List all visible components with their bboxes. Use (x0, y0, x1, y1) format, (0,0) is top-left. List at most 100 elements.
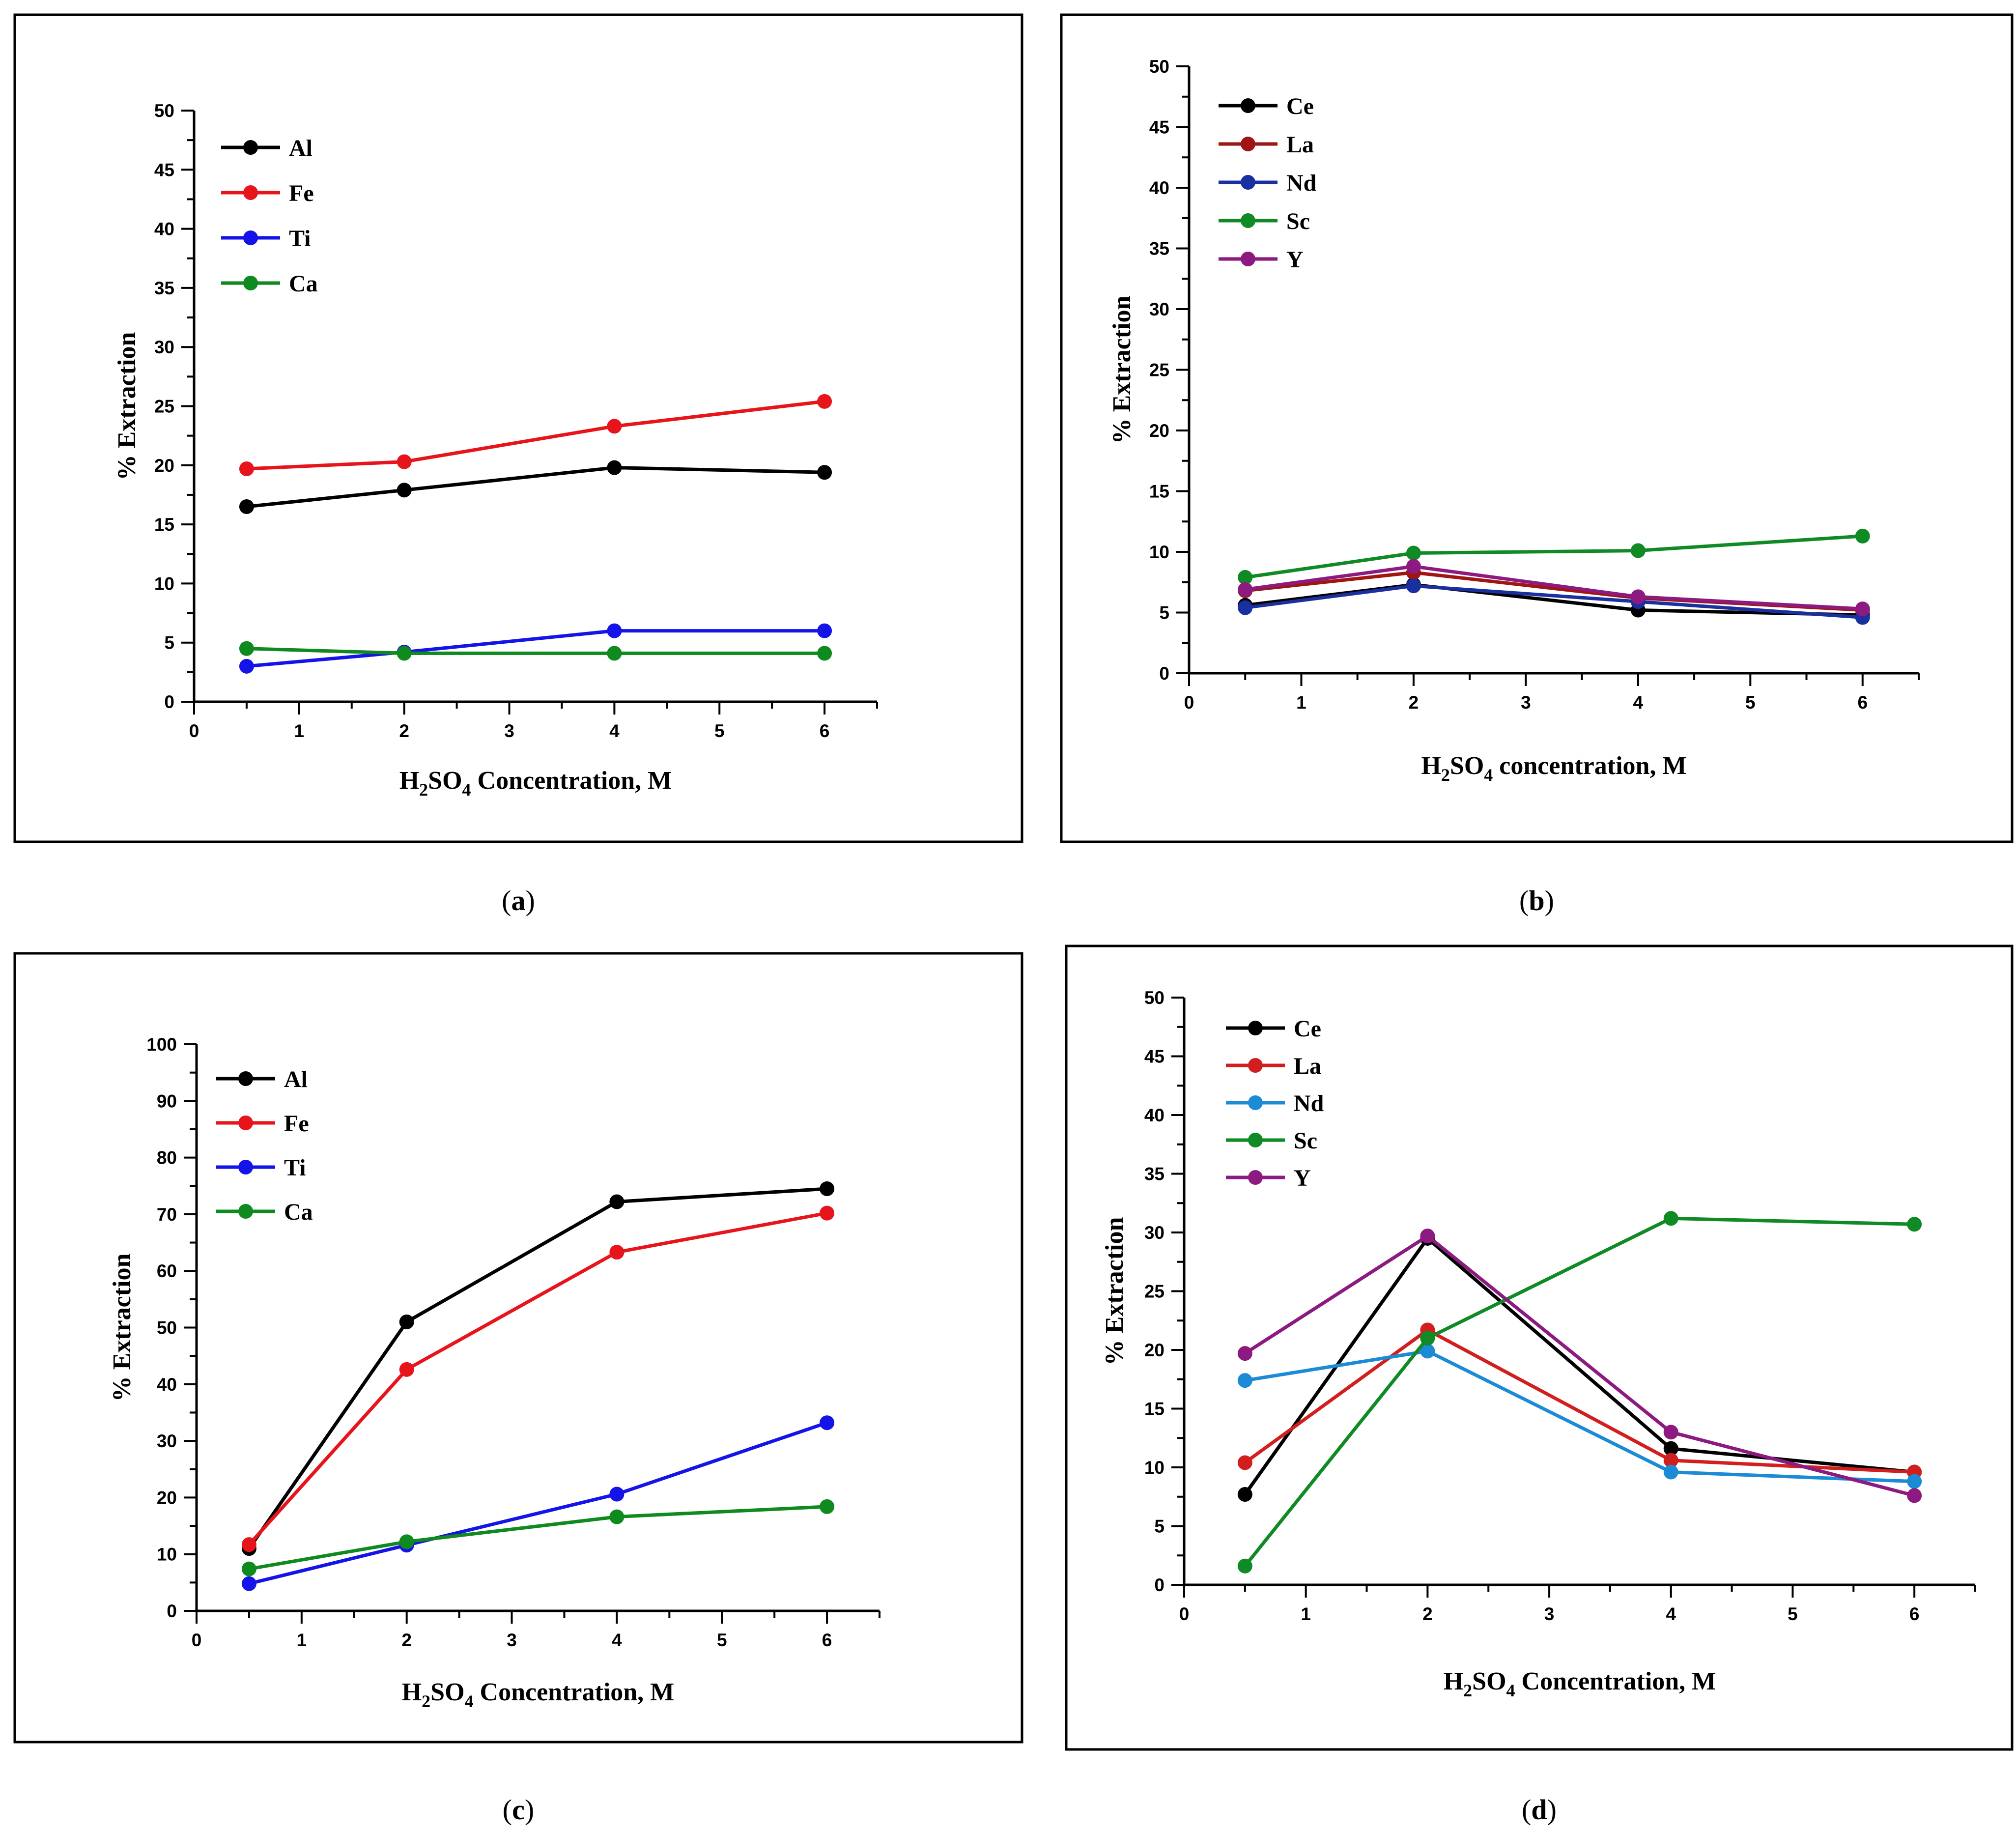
legend-entry-La: La (1226, 1053, 1321, 1079)
x-tick-label: 0 (192, 1630, 202, 1650)
series-Ca (241, 1499, 835, 1576)
data-point-Ti (820, 1415, 835, 1431)
legend-entry-Ti: Ti (221, 226, 311, 252)
legend-marker (1248, 1170, 1263, 1185)
data-point-Ti (239, 658, 254, 674)
data-point-Nd (1238, 600, 1253, 615)
data-point-Ca (241, 1561, 256, 1576)
data-point-Sc (1420, 1331, 1435, 1346)
data-point-Ce (1663, 1441, 1678, 1456)
data-point-Sc (1630, 543, 1646, 558)
y-tick-label: 70 (157, 1204, 177, 1225)
legend-entry-Ca: Ca (221, 271, 318, 297)
x-axis-title: H2SO4 Concentration, M (1444, 1667, 1716, 1700)
legend-label: Fe (289, 180, 314, 206)
y-tick-label: 20 (1144, 1340, 1164, 1360)
data-point-Al (397, 483, 412, 498)
y-tick-label: 30 (1144, 1223, 1164, 1243)
series-Sc (1237, 1211, 1922, 1574)
y-tick-label: 90 (157, 1091, 177, 1111)
legend-entry-Nd: Nd (1219, 170, 1317, 196)
data-point-Ce (1237, 1487, 1252, 1502)
legend-marker (243, 140, 258, 155)
series-Ca (239, 641, 832, 661)
legend-label: Ti (289, 226, 311, 252)
legend-entry-Al: Al (216, 1066, 308, 1092)
data-point-Ti (241, 1576, 256, 1591)
x-tick-label: 2 (401, 1630, 412, 1650)
series-line-Al (248, 1187, 827, 1550)
x-tick-label: 2 (1409, 692, 1419, 713)
data-point-Y (1663, 1425, 1678, 1440)
y-tick-label: 40 (1149, 178, 1169, 198)
legend-label: La (1294, 1053, 1321, 1079)
series-line-Ti (246, 629, 825, 668)
series-Y (1237, 1229, 1922, 1503)
x-axis-title: H2SO4 Concentration, M (402, 1678, 675, 1711)
series-line-Al (246, 466, 825, 509)
data-point-Fe (607, 419, 622, 434)
data-point-Y (1237, 1346, 1252, 1361)
series-Y (1238, 559, 1870, 617)
x-tick-label: 5 (714, 721, 725, 741)
series-line-La (1244, 1328, 1915, 1474)
x-tick-label: 1 (1301, 1604, 1311, 1624)
legend-marker (1248, 1095, 1263, 1110)
legend-entry-Sc: Sc (1219, 208, 1310, 234)
series-line-Nd (1245, 584, 1863, 619)
data-point-La (1663, 1453, 1678, 1468)
y-tick-label: 0 (1159, 663, 1169, 684)
data-point-Al (817, 465, 832, 480)
legend-marker (1248, 1133, 1263, 1147)
x-tick-label: 3 (1544, 1604, 1555, 1624)
data-point-Y (1420, 1229, 1435, 1244)
legend-label: Ca (289, 271, 318, 297)
x-tick-label: 0 (1184, 692, 1194, 713)
panel-caption-b: (b) (1519, 885, 1554, 916)
data-point-Ca (607, 646, 622, 661)
y-tick-label: 30 (157, 1431, 177, 1451)
y-tick-label: 10 (157, 1545, 177, 1565)
y-tick-label: 5 (164, 633, 174, 653)
panel-caption-d: (d) (1522, 1794, 1557, 1826)
legend-label: Ca (284, 1199, 313, 1225)
legend-marker (238, 1116, 253, 1130)
series-line-Ca (249, 1505, 827, 1571)
data-point-Al (607, 460, 622, 475)
y-tick-label: 50 (1149, 57, 1169, 77)
x-tick-label: 6 (1909, 1604, 1920, 1624)
data-point-Sc (1406, 545, 1421, 561)
legend-entry-Ce: Ce (1219, 93, 1314, 119)
series-Sc (1238, 528, 1870, 585)
legend-marker (1241, 213, 1255, 228)
data-point-Ti (817, 623, 832, 638)
x-tick-label: 3 (507, 1630, 517, 1650)
x-tick-label: 3 (504, 721, 514, 741)
panel-frame (13, 13, 1023, 843)
x-tick-label: 5 (1788, 1604, 1798, 1624)
y-tick-label: 30 (1149, 299, 1169, 319)
data-point-Sc (1238, 570, 1253, 585)
x-tick-label: 1 (294, 721, 305, 741)
y-tick-label: 15 (1149, 482, 1169, 502)
y-tick-label: 20 (154, 456, 174, 476)
y-tick-label: 40 (1144, 1105, 1164, 1125)
legend-entry-Ce: Ce (1226, 1016, 1321, 1042)
y-tick-label: 45 (154, 160, 174, 180)
y-tick-label: 5 (1159, 603, 1169, 623)
y-tick-label: 35 (154, 278, 174, 298)
data-point-Ti (607, 623, 622, 638)
series-line-Ca (246, 647, 825, 655)
x-tick-label: 6 (822, 1630, 832, 1650)
data-point-Fe (399, 1362, 414, 1377)
y-tick-label: 35 (1149, 239, 1169, 259)
legend-marker (1241, 137, 1255, 151)
data-point-Sc (1855, 528, 1870, 544)
x-tick-label: 6 (1857, 692, 1868, 713)
x-tick-label: 5 (1745, 692, 1756, 713)
y-tick-label: 20 (157, 1488, 177, 1508)
y-axis-title: % Extraction (113, 332, 141, 480)
